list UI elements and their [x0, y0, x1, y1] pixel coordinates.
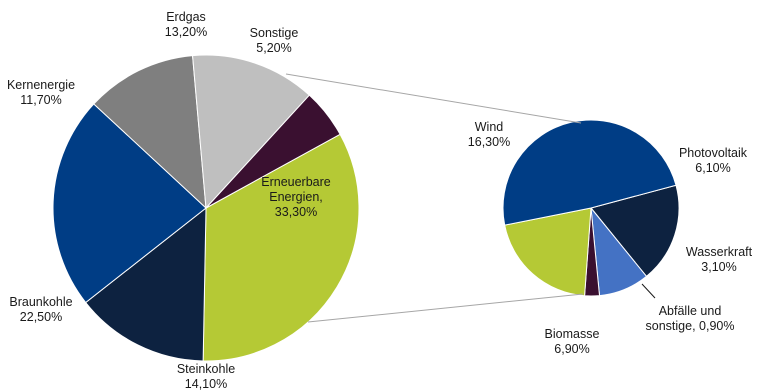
- detail-slice-photovoltaik: [590, 184, 680, 278]
- main-label-kernenergie: Kernenergie 11,70%: [7, 78, 75, 107]
- slice-labels: Erneuerbare Energien, 33,30% Steinkohle 14,1…: [7, 10, 753, 391]
- main-slice-braunkohle: [52, 103, 207, 304]
- main-label-braunkohle: Braunkohle 22,50%: [9, 295, 72, 324]
- main-slice-erneuerbare: [202, 133, 360, 362]
- main-pie: [52, 54, 360, 362]
- main-label-erdgas: Erdgas 13,20%: [165, 10, 207, 39]
- connector-line: [285, 73, 582, 124]
- main-label-steinkohle: Steinkohle 14,10%: [177, 362, 235, 391]
- main-slice-erdgas: [192, 54, 311, 210]
- detail-pie: [502, 119, 680, 297]
- main-label-sonstige: Sonstige 5,20%: [250, 26, 299, 55]
- detail-slice-wind: [502, 119, 677, 226]
- detail-label-photovoltaik: Photovoltaik 6,10%: [679, 146, 748, 175]
- leader-line: [641, 283, 656, 299]
- detail-label-wind: Wind 16,30%: [468, 120, 510, 149]
- connector-line: [307, 293, 584, 323]
- connector-lines: [285, 73, 656, 323]
- main-slice-kernenergie: [93, 55, 207, 210]
- main-label-erneuerbare: Erneuerbare Energien, 33,30%: [261, 175, 331, 219]
- detail-label-biomasse: Biomasse 6,90%: [545, 327, 600, 356]
- main-slice-sonstige: [205, 94, 341, 209]
- main-slice-steinkohle: [84, 206, 207, 362]
- detail-label-wasserkraft: Wasserkraft 3,10%: [686, 245, 753, 274]
- detail-label-abfaelle: Abfälle und sonstige, 0,90%: [646, 304, 735, 333]
